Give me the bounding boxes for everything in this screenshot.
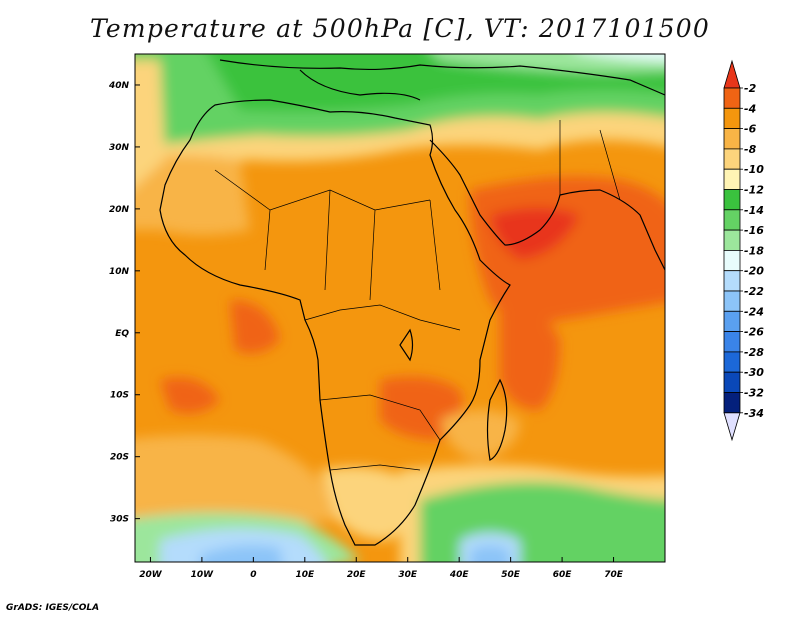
colorbar-label: -24 bbox=[744, 305, 764, 318]
colorbar-label: -4 bbox=[744, 102, 756, 115]
lat-tick-label: EQ bbox=[115, 329, 129, 339]
colorbar-box bbox=[723, 392, 741, 414]
lon-tick-label: 10E bbox=[295, 570, 315, 580]
lon-tick-label: 70E bbox=[604, 570, 624, 580]
lon-tick-label: 20E bbox=[347, 570, 367, 580]
temperature-field bbox=[135, 54, 665, 562]
colorbar-box bbox=[723, 229, 741, 251]
colorbar-box bbox=[723, 249, 741, 272]
colorbar-box bbox=[723, 189, 741, 211]
colorbar-box bbox=[723, 371, 741, 393]
lon-tick-label: 10W bbox=[191, 570, 215, 580]
country-borders bbox=[214, 120, 621, 471]
colorbar-box bbox=[723, 270, 741, 292]
coastlines bbox=[159, 59, 665, 546]
lon-tick-label: 50E bbox=[501, 570, 521, 580]
lon-tick-label: 30E bbox=[398, 570, 418, 580]
colorbar-label: -14 bbox=[744, 204, 764, 217]
lat-tick-label: 40N bbox=[108, 81, 130, 91]
lat-tick-label: 30N bbox=[109, 143, 130, 153]
colorbar-box bbox=[723, 168, 741, 190]
colorbar-label: -28 bbox=[744, 346, 764, 359]
colorbar-top-arrow bbox=[723, 59, 741, 89]
colorbar-label: -20 bbox=[744, 265, 764, 278]
lon-tick-label: 0 bbox=[250, 570, 256, 580]
colorbar-label: -26 bbox=[744, 326, 764, 339]
lat-tick-label: 20N bbox=[109, 205, 130, 215]
colorbar-box bbox=[723, 107, 741, 130]
colorbar-box bbox=[723, 331, 741, 353]
lat-tick-label: 10N bbox=[109, 267, 130, 277]
colorbar-label: -16 bbox=[744, 224, 764, 237]
lat-tick-label: 30S bbox=[110, 515, 129, 525]
colorbar-label: -30 bbox=[744, 366, 764, 379]
colorbar-label: -8 bbox=[744, 143, 757, 156]
colorbar-box bbox=[723, 209, 741, 231]
colorbar-box bbox=[723, 87, 741, 109]
colorbar-box bbox=[723, 148, 741, 170]
colorbar-label: -12 bbox=[744, 184, 764, 197]
map-frame bbox=[134, 53, 666, 563]
lon-tick-label: 60E bbox=[553, 570, 573, 580]
colorbar-label: -22 bbox=[744, 285, 764, 298]
colorbar-bottom-arrow bbox=[723, 412, 741, 442]
colorbar-label: -10 bbox=[744, 163, 764, 176]
lon-tick-label: 40E bbox=[449, 570, 470, 580]
colorbar-box bbox=[723, 351, 741, 373]
map-title: Temperature at 500hPa [C], VT: 201710150… bbox=[90, 14, 710, 43]
colorbar-label: -2 bbox=[744, 82, 757, 95]
colorbar-label: -34 bbox=[744, 407, 764, 420]
lat-tick-label: 20S bbox=[110, 453, 129, 463]
lat-tick-label: 10S bbox=[110, 391, 129, 401]
colorbar-label: -18 bbox=[744, 244, 764, 257]
grads-credit: GrADS: IGES/COLA bbox=[6, 603, 100, 613]
colorbar-label: -32 bbox=[744, 387, 764, 400]
lon-tick-label: 20W bbox=[139, 570, 163, 580]
colorbar-box bbox=[723, 128, 741, 150]
colorbar-box bbox=[723, 290, 741, 312]
colorbar-box bbox=[723, 310, 741, 332]
colorbar-label: -6 bbox=[744, 123, 757, 136]
